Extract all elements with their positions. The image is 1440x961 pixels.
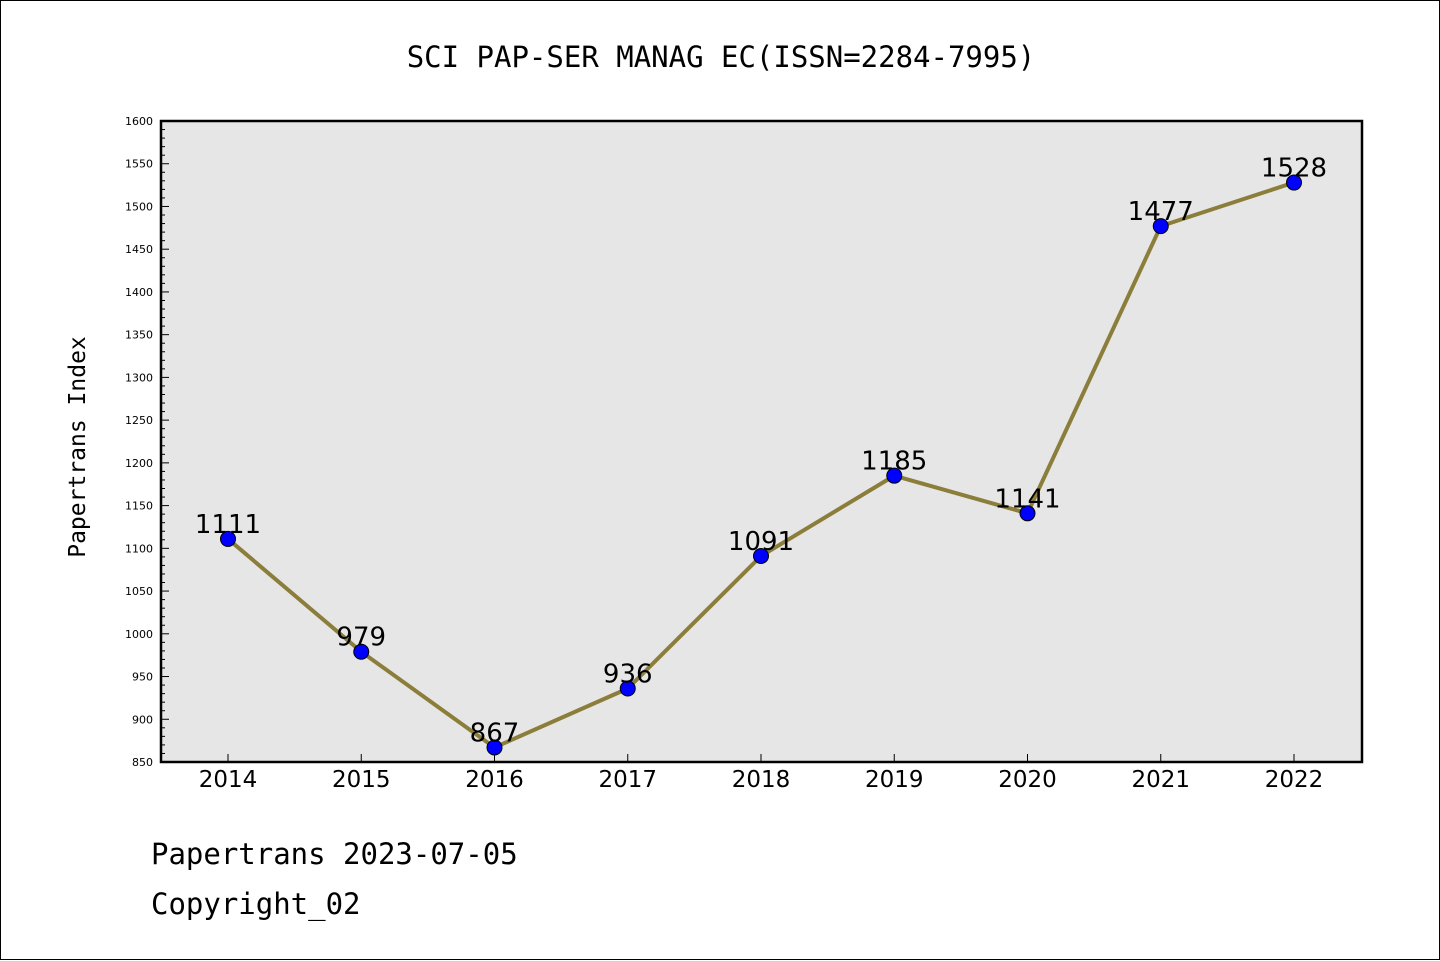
data-point bbox=[1152, 218, 1169, 235]
data-point bbox=[753, 548, 769, 565]
y-tick-label: 900 bbox=[132, 713, 153, 726]
data-label: 1091 bbox=[728, 527, 794, 557]
y-tick-label: 1450 bbox=[125, 243, 153, 256]
x-tick-label: 2019 bbox=[865, 767, 924, 793]
data-markers bbox=[220, 174, 1302, 756]
data-label: 1477 bbox=[1128, 197, 1194, 227]
x-tick-label: 2016 bbox=[465, 767, 524, 793]
y-tick-label: 1400 bbox=[125, 286, 153, 299]
y-axis: 850 900 950 1000 1050 1100 1150 1200 1250 1300 135… bbox=[125, 115, 169, 769]
data-label: 936 bbox=[603, 659, 653, 689]
y-tick-label: 950 bbox=[132, 671, 153, 684]
y-tick-label: 1500 bbox=[125, 200, 153, 213]
y-tick-label: 1250 bbox=[125, 414, 153, 427]
data-point bbox=[1286, 174, 1302, 191]
y-axis-label: Papertrans Index bbox=[65, 336, 91, 558]
data-labels: 1111 979 867 936 1091 1185 1141 1477 1528 bbox=[195, 154, 1327, 749]
y-tick-label: 1200 bbox=[125, 457, 153, 470]
y-tick-label: 1000 bbox=[125, 628, 153, 641]
data-label: 979 bbox=[336, 623, 386, 653]
data-point bbox=[353, 643, 370, 660]
data-label: 1528 bbox=[1261, 154, 1327, 184]
y-tick-label: 1100 bbox=[125, 542, 153, 555]
data-label: 867 bbox=[470, 718, 520, 748]
x-tick-label: 2020 bbox=[998, 767, 1057, 793]
x-tick-label: 2022 bbox=[1265, 767, 1324, 793]
data-point bbox=[486, 739, 503, 756]
x-tick-label: 2015 bbox=[332, 767, 391, 793]
x-tick-label: 2018 bbox=[732, 767, 791, 793]
data-point bbox=[619, 680, 636, 697]
x-tick-label: 2021 bbox=[1131, 767, 1190, 793]
y-tick-label: 1600 bbox=[125, 115, 153, 128]
y-tick-label: 1050 bbox=[125, 585, 153, 598]
y-tick-label: 1150 bbox=[125, 500, 153, 513]
plot-border bbox=[159, 119, 1364, 764]
y-tick-label: 1550 bbox=[125, 158, 153, 171]
footer-date: Papertrans 2023-07-05 bbox=[151, 837, 518, 871]
x-axis: 2014 2015 2016 2017 2018 2019 2020 2021 2022 bbox=[199, 754, 1324, 793]
footer-copyright: Copyright_02 bbox=[151, 887, 361, 921]
y-tick-label: 1350 bbox=[125, 329, 153, 342]
y-tick-label: 1300 bbox=[125, 371, 153, 384]
data-point bbox=[886, 467, 903, 484]
chart-title: SCI PAP-SER MANAG EC(ISSN=2284-7995) bbox=[407, 40, 1036, 74]
y-tick-label: 850 bbox=[132, 756, 153, 769]
data-point bbox=[1019, 505, 1036, 522]
data-label: 1111 bbox=[195, 510, 261, 540]
x-tick-label: 2014 bbox=[199, 767, 258, 793]
data-point bbox=[220, 530, 236, 547]
data-label: 1185 bbox=[861, 447, 927, 477]
x-tick-label: 2017 bbox=[598, 767, 657, 793]
data-label: 1141 bbox=[994, 484, 1060, 514]
